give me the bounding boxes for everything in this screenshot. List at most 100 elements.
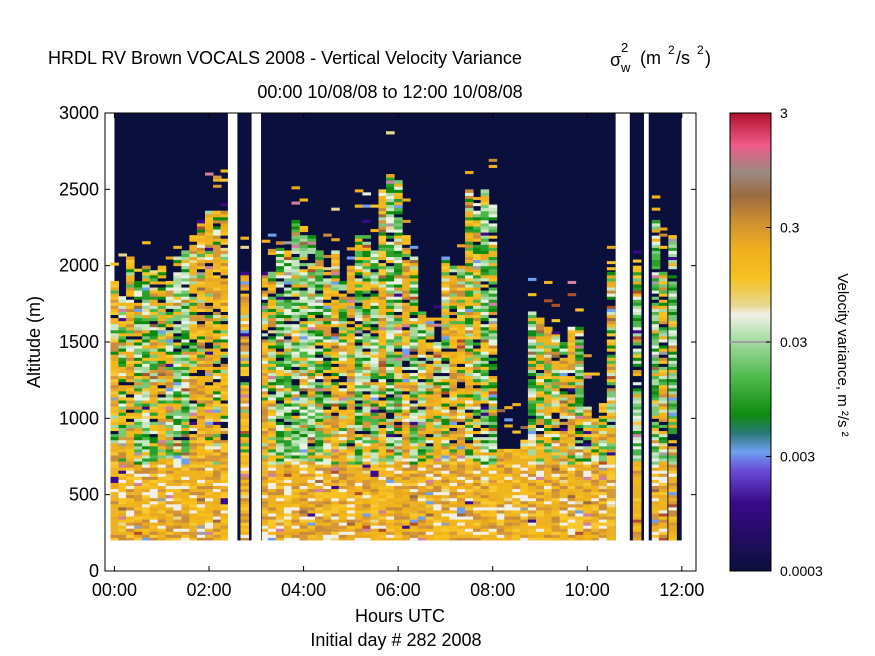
heatmap-cell: [386, 360, 395, 364]
heatmap-cell: [157, 445, 167, 450]
heatmap-cell: [110, 372, 119, 377]
heatmap-cell: [142, 479, 151, 483]
heatmap-cell: [189, 430, 198, 435]
heatmap-cell: [213, 528, 222, 532]
heatmap-cell: [189, 320, 198, 325]
heatmap-cell: [425, 415, 435, 419]
heatmap-cell: [315, 369, 324, 374]
heatmap-cell: [299, 338, 309, 343]
heatmap-cell: [543, 335, 553, 340]
heatmap-cell: [543, 354, 553, 358]
heatmap-cell: [433, 494, 442, 499]
heatmap-cell: [456, 280, 466, 285]
heatmap-cell: [181, 424, 190, 428]
heatmap-cell: [386, 534, 395, 538]
heatmap-cell: [261, 439, 271, 444]
heatmap-cell: [189, 357, 198, 361]
heatmap-cell: [157, 348, 167, 352]
heatmap-cell: [488, 485, 498, 490]
heatmap-cell: [346, 314, 356, 319]
heatmap-cell: [559, 384, 569, 389]
heatmap-cell: [362, 238, 371, 242]
heatmap-cell: [189, 345, 198, 349]
heatmap-cell: [488, 366, 498, 370]
heatmap-cell: [370, 500, 380, 505]
heatmap-cell: [331, 283, 340, 288]
heatmap-cell: [196, 506, 206, 511]
heatmap-cell: [559, 454, 569, 459]
heatmap-cell: [213, 439, 222, 444]
heatmap-cell: [535, 354, 545, 358]
heatmap-cell: [110, 512, 119, 517]
heatmap-cell: [465, 384, 474, 389]
heatmap-cell: [275, 479, 285, 483]
heatmap-cell: [417, 320, 427, 325]
heatmap-cell: [165, 406, 175, 410]
heatmap-cell: [512, 488, 521, 493]
heatmap-cell: [204, 302, 214, 306]
heatmap-cell: [315, 253, 324, 258]
heatmap-cell: [535, 418, 545, 422]
heatmap-cell: [204, 430, 214, 435]
heatmap-cell: [204, 448, 214, 453]
heatmap-cell: [220, 225, 230, 230]
heatmap-cell: [220, 458, 230, 462]
heatmap-cell: [394, 235, 403, 239]
heatmap-cell: [409, 461, 419, 465]
heatmap-cell: [118, 308, 128, 312]
heatmap-cell: [299, 329, 309, 334]
heatmap-cell: [149, 439, 159, 444]
heatmap-cell: [386, 430, 395, 435]
heatmap-cell: [417, 387, 427, 392]
heatmap-cell: [331, 378, 340, 383]
heatmap-cell: [204, 436, 214, 441]
heatmap-cell: [456, 305, 466, 309]
heatmap-cell: [394, 482, 403, 487]
heatmap-cell: [386, 256, 395, 261]
heatmap-cell: [543, 482, 553, 487]
heatmap-cell: [291, 482, 301, 487]
heatmap-cell: [473, 219, 482, 224]
heatmap-cell: [543, 427, 553, 432]
heatmap-cell: [118, 390, 128, 395]
heatmap-cell: [189, 503, 198, 508]
heatmap-cell: [134, 348, 143, 352]
heatmap-cell: [465, 192, 474, 196]
heatmap-cell: [149, 451, 159, 456]
heatmap-cell: [118, 433, 128, 438]
heatmap-cell: [283, 454, 293, 459]
heatmap-cell: [142, 451, 151, 456]
heatmap-cell: [465, 436, 474, 441]
heatmap-cell: [220, 348, 230, 352]
heatmap-cell: [261, 378, 271, 383]
heatmap-cell: [291, 415, 301, 419]
heatmap-cell: [386, 384, 395, 389]
heatmap-cell: [323, 424, 332, 428]
heatmap-cell: [354, 403, 364, 407]
heatmap-cell: [354, 381, 364, 386]
heatmap-cell: [354, 519, 364, 523]
heatmap-cell: [240, 409, 249, 413]
heatmap-cell: [181, 250, 190, 254]
heatmap-cell: [559, 516, 569, 520]
heatmap-cell: [465, 332, 474, 337]
heatmap-cell: [378, 357, 388, 361]
heatmap-cell: [402, 476, 411, 480]
heatmap-cell: [275, 433, 285, 438]
heatmap-cell: [331, 311, 340, 316]
heatmap-cell: [181, 354, 190, 358]
heatmap-cell: [275, 448, 285, 453]
heatmap-cell: [456, 473, 466, 477]
heatmap-cell: [480, 403, 490, 407]
heatmap-cell: [370, 299, 380, 303]
heatmap-cell: [362, 280, 371, 285]
heatmap-cell: [283, 519, 293, 523]
heatmap-cell: [275, 305, 285, 309]
heatmap-cell: [323, 537, 332, 541]
heatmap-cell: [473, 354, 482, 358]
heatmap-cell: [323, 458, 332, 462]
heatmap-cell: [323, 299, 332, 303]
heatmap-cell: [204, 503, 214, 508]
heatmap-cell: [409, 448, 419, 453]
heatmap-cell: [196, 439, 206, 444]
